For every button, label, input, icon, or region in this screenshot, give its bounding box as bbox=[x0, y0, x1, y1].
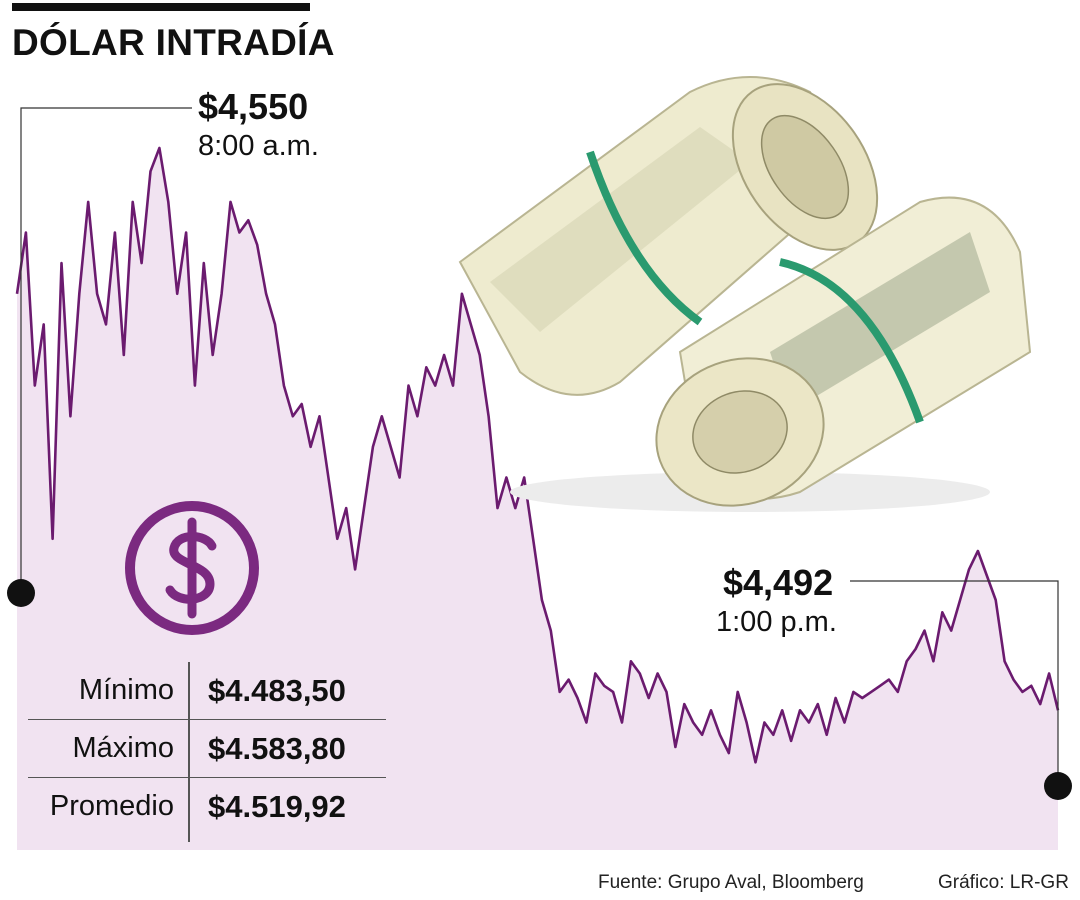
front-bill-roll bbox=[655, 196, 1032, 507]
stats-label: Mínimo bbox=[78, 674, 174, 706]
stats-divider bbox=[188, 662, 190, 842]
area-fill bbox=[17, 148, 1058, 850]
open-marker bbox=[7, 579, 35, 607]
stats-row-avg: Promedio $4.519,92 bbox=[28, 778, 386, 835]
stats-value: $4.583,80 bbox=[208, 731, 346, 766]
close-value-label: $4,492 bbox=[723, 562, 834, 603]
price-line bbox=[15, 146, 1060, 764]
stats-value: $4.483,50 bbox=[208, 673, 346, 708]
close-leader-line bbox=[850, 580, 1059, 786]
dollar-circle-icon bbox=[125, 501, 259, 635]
stats-table: Mínimo $4.483,50 Máximo $4.583,80 Promed… bbox=[28, 662, 386, 835]
stats-label: Promedio bbox=[49, 790, 174, 822]
open-value-label: $4,550 bbox=[198, 86, 309, 127]
source-note: Fuente: Grupo Aval, Bloomberg bbox=[598, 872, 864, 893]
open-leader-line bbox=[20, 107, 192, 593]
stats-row-min: Mínimo $4.483,50 bbox=[28, 662, 386, 720]
credit-note: Gráfico: LR-GR bbox=[938, 872, 1069, 893]
stats-label: Máximo bbox=[72, 732, 174, 764]
stats-value: $4.519,92 bbox=[208, 789, 346, 824]
back-bill-roll bbox=[458, 76, 879, 396]
close-time-label: 1:00 p.m. bbox=[716, 606, 837, 638]
stats-row-max: Máximo $4.583,80 bbox=[28, 720, 386, 778]
title-rule bbox=[12, 3, 310, 11]
rolled-dollar-bills-illustration bbox=[458, 76, 1032, 512]
open-time-label: 8:00 a.m. bbox=[198, 130, 319, 162]
close-marker bbox=[1044, 772, 1072, 800]
chart-title: DÓLAR INTRADÍA bbox=[12, 22, 335, 63]
